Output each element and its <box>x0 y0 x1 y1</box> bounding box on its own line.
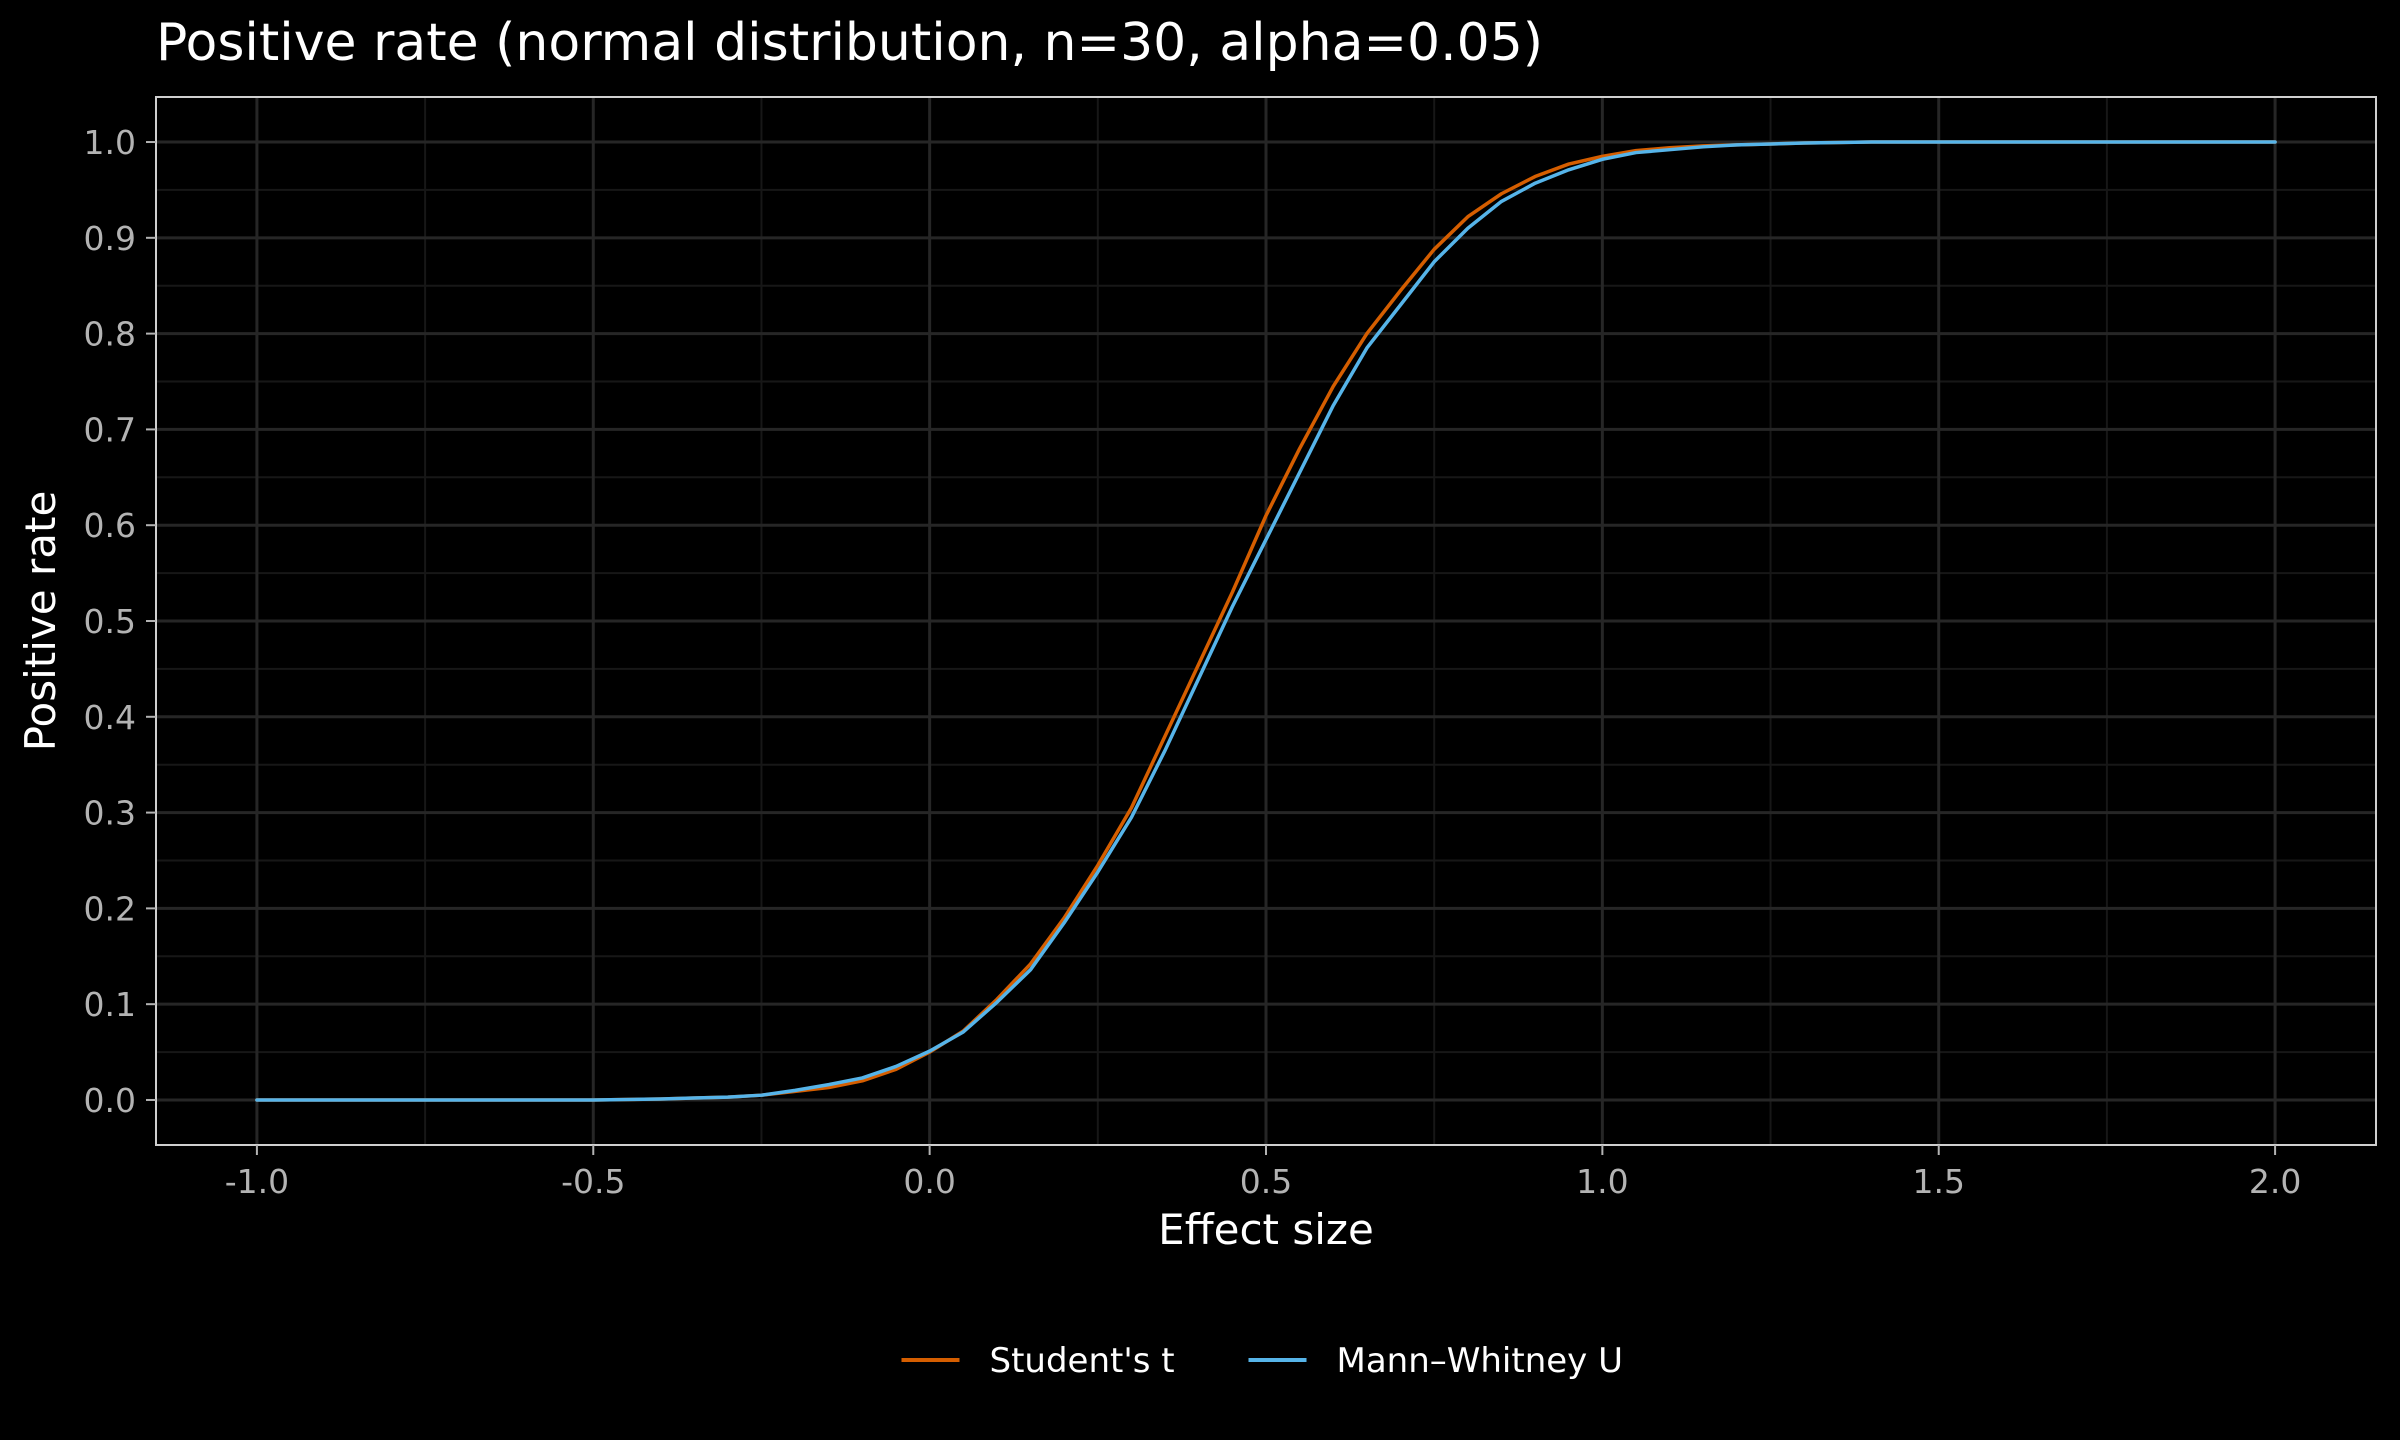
y-axis: 0.0 0.1 0.2 0.3 0.4 0.5 0.6 0.7 0.8 0.9 1.0 <box>84 123 156 1120</box>
legend-item-students-t: Student's t <box>901 1341 1175 1381</box>
y-tick-label: 0.1 <box>84 985 136 1024</box>
x-tick-label: 1.5 <box>1912 1162 1964 1201</box>
y-tick-label: 0.3 <box>84 794 136 833</box>
x-tick-label: 0.5 <box>1240 1162 1292 1201</box>
chart-title: Positive rate (normal distribution, n=30… <box>156 13 1543 73</box>
x-axis-title: Effect size <box>1158 1205 1374 1254</box>
series-layer <box>255 140 2277 1102</box>
y-tick-label: 1.0 <box>84 123 136 162</box>
x-tick-label: 0.0 <box>903 1162 955 1201</box>
y-axis-title: Positive rate <box>16 491 65 752</box>
y-tick-label: 0.0 <box>84 1081 136 1120</box>
y-tick-label: 0.4 <box>84 698 136 737</box>
x-tick-label: -1.0 <box>225 1162 289 1201</box>
x-tick-label: 1.0 <box>1576 1162 1628 1201</box>
y-tick-label: 0.5 <box>84 602 136 641</box>
legend-item-mann-whitney-u: Mann–Whitney U <box>1248 1341 1624 1381</box>
legend-label: Student's t <box>990 1341 1175 1381</box>
y-tick-label: 0.2 <box>84 889 136 928</box>
y-tick-label: 0.6 <box>84 506 136 545</box>
x-tick-label: 2.0 <box>2249 1162 2301 1201</box>
x-tick-label: -0.5 <box>561 1162 625 1201</box>
x-axis: -1.0 -0.5 0.0 0.5 1.0 1.5 2.0 <box>225 1145 2301 1201</box>
legend-label: Mann–Whitney U <box>1337 1341 1624 1381</box>
legend: Student's t Mann–Whitney U <box>901 1341 1624 1381</box>
y-tick-label: 0.7 <box>84 410 136 449</box>
y-tick-label: 0.8 <box>84 315 136 354</box>
y-tick-label: 0.9 <box>84 219 136 258</box>
series-line-mann-whitney-u <box>255 140 2277 1102</box>
